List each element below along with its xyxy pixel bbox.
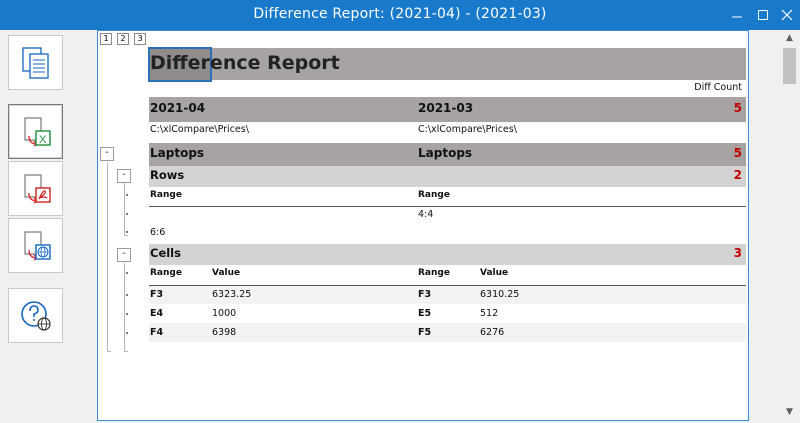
scroll-thumb[interactable] — [783, 48, 796, 84]
sheet-band — [149, 143, 746, 166]
cell-right-range: F5 — [418, 327, 432, 338]
row-marker — [126, 294, 128, 296]
rows-header-underline — [149, 206, 746, 207]
outline-level-2-button[interactable]: 2 — [117, 33, 129, 45]
rows-collapse-button[interactable]: - — [117, 169, 131, 183]
window-titlebar: Difference Report: (2021-04) - (2021-03) — [0, 0, 800, 30]
minimize-button[interactable] — [722, 0, 752, 30]
outline-level-1-button[interactable]: 1 — [100, 33, 112, 45]
help-button[interactable] — [8, 288, 63, 343]
report-title-band — [149, 48, 746, 80]
row-marker — [126, 272, 128, 274]
export-html-button[interactable] — [8, 218, 63, 273]
table-row — [149, 304, 746, 323]
cell-left-range: F3 — [150, 289, 164, 300]
close-icon — [781, 9, 793, 21]
table-row — [149, 286, 746, 304]
total-diff-count: 5 — [733, 101, 742, 115]
rows-left-range: 6:6 — [150, 227, 166, 238]
outline-line-rows — [124, 183, 125, 235]
rows-right-range: 4:4 — [418, 209, 434, 220]
row-marker — [126, 194, 128, 196]
vertical-scrollbar[interactable]: ▲ ▼ — [781, 30, 798, 421]
rows-section-label: Rows — [150, 168, 185, 182]
rows-range-header-left: Range — [150, 190, 182, 200]
export-pdf-button[interactable] — [8, 161, 63, 216]
cell-left-range: F4 — [150, 327, 164, 338]
outline-line-sheet-end — [107, 351, 111, 352]
row-marker — [126, 213, 128, 215]
right-file-name: 2021-03 — [418, 101, 474, 115]
cell-left-value: 6398 — [212, 327, 237, 338]
row-marker — [126, 332, 128, 334]
cell-left-value: 1000 — [212, 308, 237, 319]
window-title: Difference Report: (2021-04) - (2021-03) — [253, 6, 547, 22]
left-file-path: C:\xlCompare\Prices\ — [150, 124, 249, 135]
svg-text:X: X — [39, 134, 47, 146]
diff-count-label: Diff Count — [694, 82, 742, 93]
cells-range-header-right: Range — [418, 268, 450, 278]
outline-level-3-button[interactable]: 3 — [134, 33, 146, 45]
cell-right-range: E5 — [418, 308, 432, 319]
cells-collapse-button[interactable]: - — [117, 248, 131, 262]
scroll-down-arrow-icon[interactable]: ▼ — [786, 407, 793, 417]
cell-left-range: E4 — [150, 308, 164, 319]
cell-right-value: 6310.25 — [480, 289, 520, 300]
cells-range-header-left: Range — [150, 268, 182, 278]
left-sheet-name: Laptops — [150, 146, 205, 160]
table-row — [149, 207, 746, 225]
copy-button[interactable] — [8, 35, 63, 90]
export-pdf-icon — [23, 173, 51, 204]
outline-line-sheet — [107, 162, 108, 352]
cells-section-band — [149, 244, 746, 265]
cell-right-value: 512 — [480, 308, 499, 319]
minimize-icon — [732, 16, 742, 18]
maximize-icon — [758, 10, 768, 20]
outline-line-cells — [124, 263, 125, 351]
cell-right-value: 6276 — [480, 327, 505, 338]
scroll-up-arrow-icon[interactable]: ▲ — [786, 33, 793, 43]
maximize-button[interactable] — [748, 0, 778, 30]
rows-section-band — [149, 166, 746, 187]
outline-line-cells-end — [124, 351, 128, 352]
left-file-name: 2021-04 — [150, 101, 206, 115]
cells-diff-count: 3 — [733, 246, 742, 260]
file-header-band — [149, 97, 746, 122]
export-excel-icon: X — [23, 116, 51, 147]
report-title: Difference Report — [150, 52, 340, 74]
right-sheet-name: Laptops — [418, 146, 473, 160]
close-button[interactable] — [772, 0, 800, 30]
sheet-diff-count: 5 — [733, 146, 742, 160]
cells-section-label: Cells — [150, 246, 181, 260]
rows-diff-count: 2 — [733, 168, 742, 182]
cells-value-header-left: Value — [212, 268, 241, 278]
export-html-icon — [23, 230, 51, 261]
sheet-collapse-button[interactable]: - — [100, 147, 114, 161]
export-excel-button[interactable]: X — [8, 104, 63, 159]
selected-cell[interactable] — [148, 47, 212, 82]
table-row — [149, 323, 746, 342]
outline-line-rows-end — [124, 235, 128, 236]
help-web-icon — [20, 300, 51, 331]
right-file-path: C:\xlCompare\Prices\ — [418, 124, 517, 135]
rows-range-header-right: Range — [418, 190, 450, 200]
row-marker — [126, 313, 128, 315]
row-marker — [126, 231, 128, 233]
cell-left-value: 6323.25 — [212, 289, 252, 300]
cell-right-range: F3 — [418, 289, 432, 300]
cells-value-header-right: Value — [480, 268, 509, 278]
difference-report-sheet: 1 2 3 Difference Report Diff Count 2021-… — [97, 30, 749, 421]
cells-header-underline — [149, 285, 746, 286]
copy-icon — [21, 46, 49, 79]
